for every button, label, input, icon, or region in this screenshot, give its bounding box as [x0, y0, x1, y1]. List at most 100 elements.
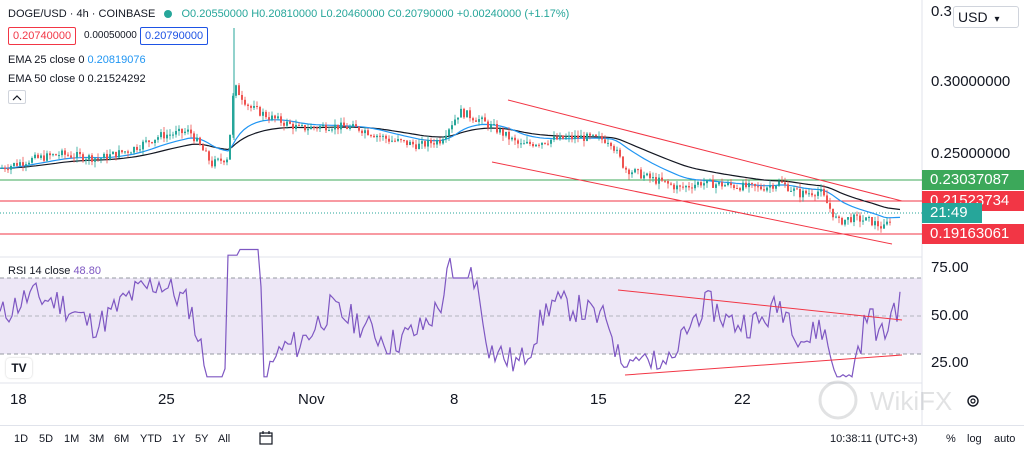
candle-body: [220, 158, 222, 161]
candle-body: [181, 128, 183, 134]
candle-body: [736, 188, 738, 190]
symbol-interval[interactable]: 4h: [76, 8, 89, 20]
chart-area[interactable]: WikiFX DOGE/USD · 4h · COINBASE O0.20550…: [0, 0, 1024, 425]
candle-body: [766, 187, 768, 191]
candle-body: [862, 220, 864, 222]
symbol-exchange[interactable]: COINBASE: [98, 8, 156, 20]
range-3m-button[interactable]: 3M: [89, 433, 105, 445]
candle-body: [517, 140, 519, 144]
candle-body: [796, 188, 798, 190]
sell-button[interactable]: 0.20740000: [8, 27, 77, 45]
candle-body: [631, 172, 633, 175]
tag-green-line[interactable]: 0.23037087: [922, 170, 1024, 190]
currency-selector[interactable]: USD ▾: [953, 6, 1019, 28]
range-5d-button[interactable]: 5D: [39, 433, 54, 445]
rsi-channel-upper[interactable]: [617, 289, 903, 321]
candle-body: [307, 129, 309, 131]
candle-body: [403, 140, 405, 142]
ema50-label: EMA 50 close 0: [8, 73, 85, 85]
candle-body: [211, 160, 213, 167]
candle-body: [703, 183, 705, 186]
date-range-calendar-icon[interactable]: [258, 430, 274, 449]
range-1m-button[interactable]: 1M: [64, 433, 80, 445]
candle-body: [625, 167, 627, 170]
tradingview-logo[interactable]: TV: [6, 358, 32, 378]
tag-red-bottom-line[interactable]: 0.19163061: [922, 224, 1024, 244]
candle-body: [622, 156, 624, 168]
candle-body: [514, 137, 516, 141]
candle-body: [871, 217, 873, 226]
candle-body: [73, 157, 75, 159]
price-channel-upper[interactable]: [507, 99, 903, 202]
collapse-legend-icon[interactable]: [8, 90, 26, 104]
candle-body: [103, 153, 105, 159]
candle-body: [325, 125, 327, 131]
range-1d-button[interactable]: 1D: [14, 433, 29, 445]
candle-body: [391, 140, 393, 142]
candle-body: [889, 221, 891, 223]
range-all-button[interactable]: All: [218, 433, 231, 445]
buy-button[interactable]: 0.20790000: [140, 27, 209, 45]
candle-body: [478, 119, 480, 122]
symbol-pair[interactable]: DOGE/USD: [8, 8, 67, 20]
rsi-label: RSI 14 close: [8, 265, 71, 277]
candle-body: [601, 135, 603, 140]
candle-body: [208, 151, 210, 161]
chart-canvas[interactable]: WikiFX: [0, 0, 1024, 425]
clock-timezone[interactable]: 10:38:11 (UTC+3): [830, 433, 918, 445]
candle-body: [205, 150, 207, 152]
candle-body: [481, 117, 483, 120]
candle-body: [379, 135, 381, 137]
candle-body: [193, 133, 195, 142]
range-5y-button[interactable]: 5Y: [195, 433, 209, 445]
candle-body: [541, 142, 543, 145]
candle-body: [40, 155, 42, 158]
candle-body: [643, 175, 645, 179]
candle-body: [247, 104, 249, 106]
candle-body: [355, 124, 357, 127]
candle-body: [178, 128, 180, 131]
ema50-line: [0, 126, 901, 211]
candle-body: [28, 162, 30, 165]
price-channel-lower[interactable]: [491, 161, 893, 245]
rsi-legend[interactable]: RSI 14 close 48.80: [8, 265, 101, 277]
candle-body: [292, 123, 294, 130]
ema25-legend[interactable]: EMA 25 close 0 0.20819076: [8, 54, 146, 66]
auto-toggle[interactable]: auto: [994, 433, 1016, 445]
ema50-legend[interactable]: EMA 50 close 0 0.21524292: [8, 73, 146, 85]
range-6m-button[interactable]: 6M: [114, 433, 130, 445]
symbol-legend[interactable]: DOGE/USD · 4h · COINBASE O0.20550000 H0.…: [8, 8, 570, 20]
percent-toggle[interactable]: %: [946, 433, 956, 445]
candle-body: [835, 216, 837, 218]
candle-body: [604, 139, 606, 143]
log-toggle[interactable]: log: [967, 433, 982, 445]
candle-body: [160, 132, 162, 138]
currency-label: USD: [958, 9, 988, 25]
candle-body: [172, 134, 174, 136]
candle-body: [655, 177, 657, 184]
candle-body: [529, 141, 531, 145]
candle-body: [199, 137, 201, 145]
candle-body: [583, 135, 585, 141]
candle-body: [820, 189, 822, 192]
range-1y-button[interactable]: 1Y: [172, 433, 186, 445]
candle-body: [715, 184, 717, 188]
candle-body: [112, 151, 114, 155]
candle-body: [508, 131, 510, 140]
candle-body: [259, 106, 261, 116]
rsi-channel-lower[interactable]: [624, 354, 903, 376]
candle-body: [289, 121, 291, 124]
watermark-text: WikiFX: [870, 386, 952, 416]
candle-body: [364, 130, 366, 134]
candle-body: [424, 141, 426, 147]
settings-gear-icon[interactable]: [964, 392, 982, 410]
candle-body: [787, 184, 789, 192]
range-ytd-button[interactable]: YTD: [140, 433, 162, 445]
candle-body: [547, 143, 549, 145]
candle-body: [883, 224, 885, 229]
candle-body: [415, 144, 417, 150]
candle-body: [328, 130, 330, 132]
candle-body: [142, 141, 144, 150]
candle-body: [235, 85, 237, 96]
candle-body: [127, 151, 129, 153]
